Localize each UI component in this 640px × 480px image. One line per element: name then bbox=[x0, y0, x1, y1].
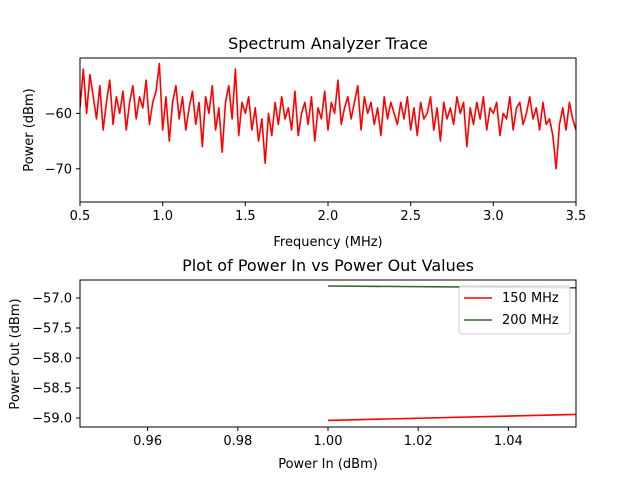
power-chart: Plot of Power In vs Power Out Values 0.9… bbox=[8, 256, 577, 472]
series-line-0 bbox=[80, 62, 576, 170]
power-y-axis-label: Power Out (dBm) bbox=[8, 298, 23, 409]
x-tick-label: 1.5 bbox=[235, 209, 256, 224]
spectrum-y-ticks: −70 −60 bbox=[45, 107, 80, 177]
x-tick-label: 1.0 bbox=[152, 209, 173, 224]
legend-label-200mhz: 200 MHz bbox=[502, 313, 559, 328]
legend-label-150mhz: 150 MHz bbox=[502, 291, 559, 306]
y-tick-label: −59.0 bbox=[32, 412, 72, 427]
x-tick-label: 1.00 bbox=[314, 434, 343, 449]
x-tick-label: 0.98 bbox=[223, 434, 252, 449]
x-tick-label: 0.96 bbox=[133, 434, 162, 449]
power-x-ticks: 0.96 0.98 1.00 1.02 1.04 bbox=[133, 427, 523, 449]
spectrum-x-axis-label: Frequency (MHz) bbox=[273, 235, 382, 250]
y-tick-label: −58.5 bbox=[32, 382, 72, 397]
y-tick-label: −58.0 bbox=[32, 352, 72, 367]
x-tick-label: 1.04 bbox=[494, 434, 523, 449]
series-line-0 bbox=[327, 413, 576, 422]
x-tick-label: 2.0 bbox=[318, 209, 339, 224]
power-x-axis-label: Power In (dBm) bbox=[278, 457, 378, 472]
x-tick-label: 2.5 bbox=[400, 209, 421, 224]
x-tick-label: 3.5 bbox=[566, 209, 587, 224]
spectrum-chart: Spectrum Analyzer Trace 0.5 1.0 1.5 2.0 2.5 3… bbox=[22, 34, 586, 250]
spectrum-plot-area bbox=[80, 62, 576, 170]
power-chart-title: Plot of Power In vs Power Out Values bbox=[182, 256, 474, 275]
y-tick-label: −70 bbox=[45, 162, 72, 177]
x-tick-label: 0.5 bbox=[70, 209, 91, 224]
y-tick-label: −57.5 bbox=[32, 322, 72, 337]
x-tick-label: 3.0 bbox=[483, 209, 504, 224]
legend: 150 MHz 200 MHz bbox=[458, 285, 571, 335]
spectrum-chart-title: Spectrum Analyzer Trace bbox=[228, 34, 428, 53]
y-tick-label: −57.0 bbox=[32, 292, 72, 307]
power-y-ticks: −57.0 −57.5 −58.0 −58.5 −59.0 bbox=[32, 292, 80, 427]
spectrum-x-ticks: 0.5 1.0 1.5 2.0 2.5 3.0 3.5 bbox=[70, 202, 587, 224]
x-tick-label: 1.02 bbox=[404, 434, 433, 449]
y-tick-label: −60 bbox=[45, 107, 72, 122]
spectrum-y-axis-label: Power (dBm) bbox=[22, 88, 37, 171]
